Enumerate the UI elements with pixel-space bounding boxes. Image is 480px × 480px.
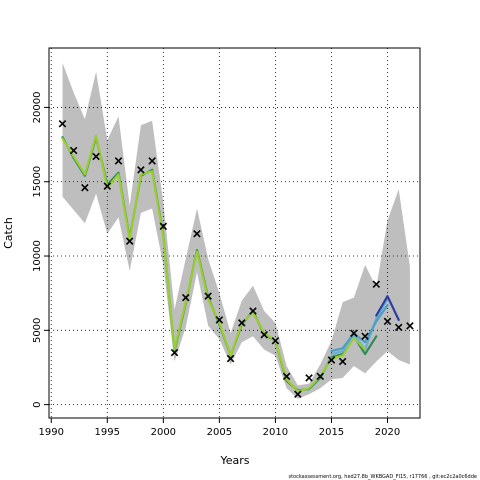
x-axis: 1990 1995 2000 2005 2010 2015 2020 bbox=[39, 418, 400, 438]
observed-catch-point-2004 bbox=[204, 292, 212, 300]
observed-catch-point-1992 bbox=[69, 146, 78, 155]
confidence-band-layer bbox=[62, 62, 410, 399]
observed-catch-point-2016 bbox=[338, 357, 347, 366]
observed-catch-point-1997 bbox=[125, 237, 134, 245]
observed-catch-point-2018 bbox=[361, 332, 369, 341]
y-tick-label-5000: 5000 bbox=[32, 318, 43, 343]
observed-catch-point-2009 bbox=[260, 331, 268, 339]
observed-catch-point-1996 bbox=[114, 157, 123, 165]
observed-catch-layer bbox=[58, 120, 414, 398]
y-tick-label-10000: 10000 bbox=[32, 240, 43, 272]
observed-catch-point-2017 bbox=[350, 329, 358, 338]
observed-catch-point-2011 bbox=[282, 372, 291, 381]
confidence-band bbox=[62, 62, 410, 399]
observed-catch-point-1991 bbox=[58, 120, 67, 128]
observed-catch-point-2001 bbox=[170, 348, 179, 357]
x-tick-label-2000: 2000 bbox=[151, 427, 176, 438]
y-tick-label-20000: 20000 bbox=[32, 92, 43, 124]
x-axis-title: Years bbox=[219, 454, 249, 467]
observed-catch-point-2000 bbox=[159, 222, 168, 231]
observed-catch-point-1994 bbox=[92, 152, 100, 161]
series-line-5 bbox=[61, 134, 367, 393]
observed-catch-point-1993 bbox=[81, 183, 89, 192]
x-tick-label-2010: 2010 bbox=[263, 427, 288, 438]
plot-frame bbox=[48, 47, 421, 419]
y-tick-label-0: 0 bbox=[32, 401, 43, 407]
series-line-3 bbox=[330, 304, 389, 353]
observed-catch-point-2006 bbox=[226, 354, 235, 363]
observed-catch-point-2010 bbox=[271, 336, 280, 345]
observed-catch-point-2002 bbox=[181, 293, 190, 302]
series-layer bbox=[61, 134, 400, 393]
observed-catch-point-2007 bbox=[238, 319, 246, 327]
observed-catch-point-1995 bbox=[103, 182, 112, 190]
y-tick-label-15000: 15000 bbox=[32, 166, 43, 198]
observed-catch-point-2020 bbox=[383, 317, 392, 326]
observed-catch-point-2019 bbox=[372, 280, 381, 289]
x-tick-label-1990: 1990 bbox=[39, 427, 64, 438]
observed-catch-point-1998 bbox=[137, 166, 145, 174]
x-tick-label-2020: 2020 bbox=[375, 427, 400, 438]
observed-catch-point-2021 bbox=[394, 323, 403, 332]
y-axis: 0 5000 10000 15000 20000 bbox=[32, 92, 49, 408]
observed-catch-point-2014 bbox=[316, 372, 325, 381]
series-line-4 bbox=[375, 295, 400, 321]
source-note: stockassessment.org, hed27.8b_WKBGAD_Fl1… bbox=[288, 474, 477, 480]
y-axis-title: Catch bbox=[2, 217, 15, 249]
observed-catch-point-2005 bbox=[215, 316, 224, 324]
observed-catch-point-1999 bbox=[148, 157, 156, 165]
x-tick-label-2005: 2005 bbox=[207, 427, 232, 438]
x-tick-label-1995: 1995 bbox=[95, 427, 120, 438]
observed-catch-point-2003 bbox=[193, 229, 201, 238]
observed-catch-point-2013 bbox=[305, 374, 313, 382]
observed-catch-point-2008 bbox=[249, 307, 257, 315]
observed-catch-point-2022 bbox=[406, 322, 414, 330]
observed-catch-point-2012 bbox=[294, 390, 302, 398]
x-tick-label-2015: 2015 bbox=[319, 427, 344, 438]
observed-catch-point-2015 bbox=[327, 356, 336, 364]
